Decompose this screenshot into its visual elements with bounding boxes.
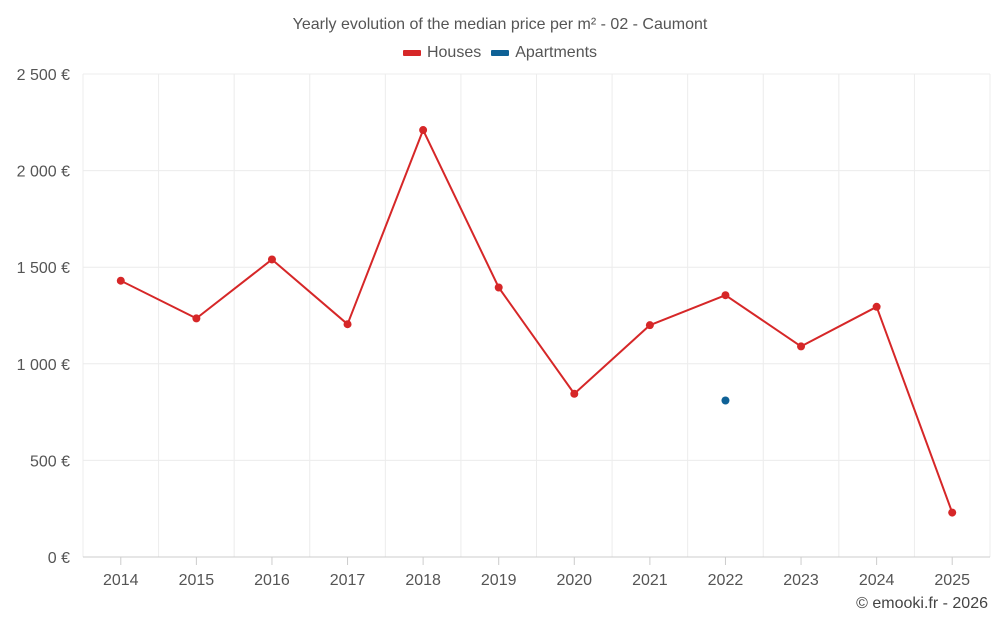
credit-text: © emooki.fr - 2026: [856, 595, 988, 612]
x-tick-label: 2021: [632, 572, 668, 589]
y-tick-label: 2 000 €: [17, 164, 70, 181]
legend-swatch-houses: [402, 50, 421, 56]
x-tick-label: 2022: [708, 572, 744, 589]
x-tick-label: 2017: [330, 572, 366, 589]
data-point-houses: [872, 302, 881, 311]
legend-label-apartments: Apartments: [515, 44, 598, 61]
data-point-houses: [116, 276, 125, 285]
x-tick-label: 2019: [481, 572, 517, 589]
x-tick-label: 2023: [783, 572, 819, 589]
data-point-apartments: [721, 396, 730, 405]
x-tick-label: 2014: [103, 572, 139, 589]
data-point-houses: [267, 255, 276, 264]
data-point-houses: [419, 126, 428, 135]
y-tick-label: 1 000 €: [17, 357, 70, 374]
data-point-houses: [721, 291, 730, 300]
data-point-houses: [343, 320, 352, 329]
data-point-houses: [494, 283, 503, 292]
x-tick-label: 2016: [254, 572, 290, 589]
data-point-houses: [192, 314, 201, 323]
chart-legend: Houses Apartments: [0, 44, 1000, 62]
y-tick-label: 0 €: [48, 550, 70, 567]
data-point-houses: [948, 508, 957, 517]
series-line-houses: [120, 129, 954, 513]
legend-swatch-apartments: [491, 50, 510, 56]
x-tick-label: 2020: [556, 572, 592, 589]
x-tick-label: 2024: [859, 572, 895, 589]
x-tick-label: 2018: [405, 572, 441, 589]
legend-item-apartments[interactable]: Apartments: [491, 44, 597, 62]
data-point-houses: [797, 342, 806, 351]
x-tick-label: 2015: [179, 572, 215, 589]
legend-item-houses[interactable]: Houses: [402, 44, 482, 62]
chart-title: Yearly evolution of the median price per…: [292, 16, 708, 33]
legend-label-houses: Houses: [426, 44, 482, 61]
y-tick-label: 500 €: [30, 453, 70, 470]
y-tick-label: 1 500 €: [17, 260, 70, 277]
data-point-houses: [645, 321, 654, 330]
data-point-houses: [570, 389, 579, 398]
x-tick-label: 2025: [934, 572, 970, 589]
y-tick-label: 2 500 €: [17, 67, 70, 84]
